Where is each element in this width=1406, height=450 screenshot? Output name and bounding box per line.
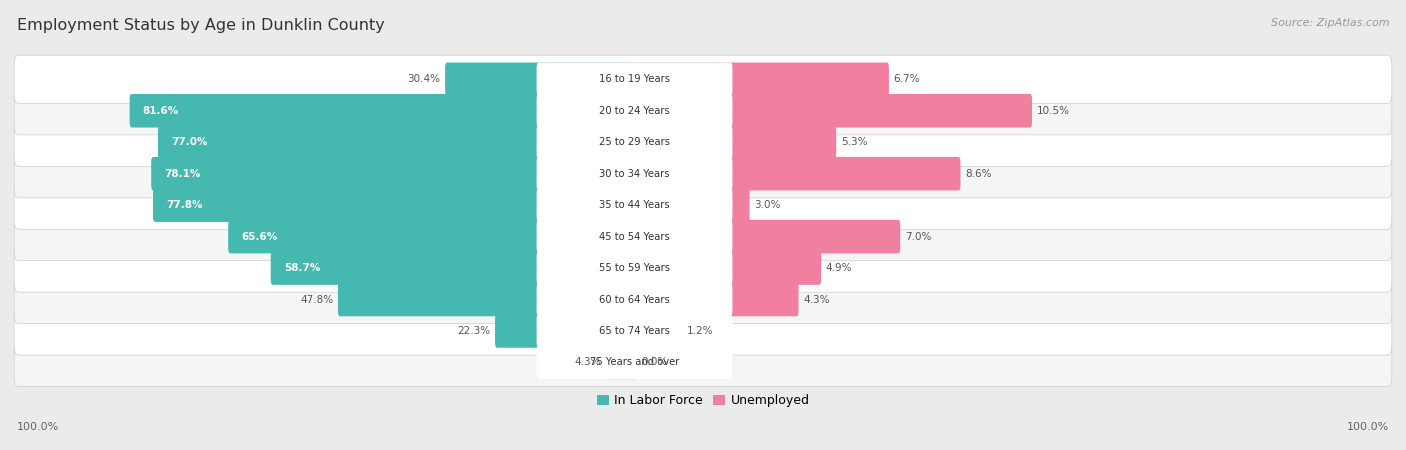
- Text: 100.0%: 100.0%: [1347, 422, 1389, 432]
- Text: 3.0%: 3.0%: [755, 200, 780, 210]
- FancyBboxPatch shape: [14, 275, 1392, 324]
- FancyBboxPatch shape: [14, 149, 1392, 198]
- Text: 7.0%: 7.0%: [905, 232, 931, 242]
- Text: 4.9%: 4.9%: [825, 263, 852, 273]
- FancyBboxPatch shape: [633, 251, 821, 285]
- Text: 22.3%: 22.3%: [457, 326, 491, 336]
- Text: 20 to 24 Years: 20 to 24 Years: [599, 106, 669, 116]
- Text: 5.3%: 5.3%: [841, 137, 868, 147]
- FancyBboxPatch shape: [271, 251, 637, 285]
- FancyBboxPatch shape: [633, 94, 1032, 127]
- Text: 10.5%: 10.5%: [1036, 106, 1070, 116]
- Text: 1.2%: 1.2%: [686, 326, 713, 336]
- FancyBboxPatch shape: [537, 157, 733, 190]
- FancyBboxPatch shape: [537, 283, 733, 316]
- FancyBboxPatch shape: [537, 346, 733, 379]
- Text: 6.7%: 6.7%: [894, 74, 920, 84]
- FancyBboxPatch shape: [337, 283, 637, 316]
- Text: 77.0%: 77.0%: [172, 137, 208, 147]
- Text: 25 to 29 Years: 25 to 29 Years: [599, 137, 671, 147]
- FancyBboxPatch shape: [537, 220, 733, 253]
- Legend: In Labor Force, Unemployed: In Labor Force, Unemployed: [596, 394, 810, 407]
- FancyBboxPatch shape: [633, 126, 837, 159]
- FancyBboxPatch shape: [14, 338, 1392, 387]
- Text: 77.8%: 77.8%: [166, 200, 202, 210]
- Text: 100.0%: 100.0%: [17, 422, 59, 432]
- Text: 0.0%: 0.0%: [641, 357, 668, 367]
- FancyBboxPatch shape: [152, 157, 637, 190]
- Text: 47.8%: 47.8%: [299, 294, 333, 305]
- FancyBboxPatch shape: [14, 55, 1392, 104]
- FancyBboxPatch shape: [537, 314, 733, 348]
- FancyBboxPatch shape: [633, 63, 889, 96]
- FancyBboxPatch shape: [14, 87, 1392, 135]
- FancyBboxPatch shape: [153, 189, 637, 222]
- FancyBboxPatch shape: [14, 181, 1392, 229]
- Text: 78.1%: 78.1%: [165, 169, 201, 179]
- Text: 81.6%: 81.6%: [142, 106, 179, 116]
- FancyBboxPatch shape: [14, 212, 1392, 261]
- FancyBboxPatch shape: [14, 307, 1392, 355]
- Text: 8.6%: 8.6%: [966, 169, 991, 179]
- FancyBboxPatch shape: [14, 118, 1392, 166]
- Text: 4.3%: 4.3%: [575, 357, 602, 367]
- Text: 35 to 44 Years: 35 to 44 Years: [599, 200, 669, 210]
- Text: Source: ZipAtlas.com: Source: ZipAtlas.com: [1271, 18, 1389, 28]
- FancyBboxPatch shape: [14, 244, 1392, 292]
- Text: 45 to 54 Years: 45 to 54 Years: [599, 232, 669, 242]
- FancyBboxPatch shape: [157, 126, 637, 159]
- FancyBboxPatch shape: [537, 251, 733, 285]
- FancyBboxPatch shape: [633, 314, 682, 348]
- FancyBboxPatch shape: [537, 126, 733, 159]
- Text: 30 to 34 Years: 30 to 34 Years: [599, 169, 669, 179]
- Text: 65 to 74 Years: 65 to 74 Years: [599, 326, 671, 336]
- Text: 65.6%: 65.6%: [242, 232, 277, 242]
- Text: Employment Status by Age in Dunklin County: Employment Status by Age in Dunklin Coun…: [17, 18, 385, 33]
- FancyBboxPatch shape: [537, 63, 733, 96]
- Text: 75 Years and over: 75 Years and over: [591, 357, 679, 367]
- FancyBboxPatch shape: [633, 283, 799, 316]
- Text: 60 to 64 Years: 60 to 64 Years: [599, 294, 669, 305]
- FancyBboxPatch shape: [495, 314, 637, 348]
- FancyBboxPatch shape: [537, 94, 733, 127]
- FancyBboxPatch shape: [129, 94, 637, 127]
- Text: 16 to 19 Years: 16 to 19 Years: [599, 74, 671, 84]
- FancyBboxPatch shape: [228, 220, 637, 253]
- FancyBboxPatch shape: [633, 189, 749, 222]
- FancyBboxPatch shape: [446, 63, 637, 96]
- Text: 30.4%: 30.4%: [408, 74, 440, 84]
- Text: 55 to 59 Years: 55 to 59 Years: [599, 263, 671, 273]
- FancyBboxPatch shape: [606, 346, 637, 379]
- Text: 58.7%: 58.7%: [284, 263, 321, 273]
- FancyBboxPatch shape: [633, 346, 637, 379]
- FancyBboxPatch shape: [633, 220, 900, 253]
- FancyBboxPatch shape: [633, 157, 960, 190]
- Text: 4.3%: 4.3%: [803, 294, 830, 305]
- FancyBboxPatch shape: [537, 189, 733, 222]
